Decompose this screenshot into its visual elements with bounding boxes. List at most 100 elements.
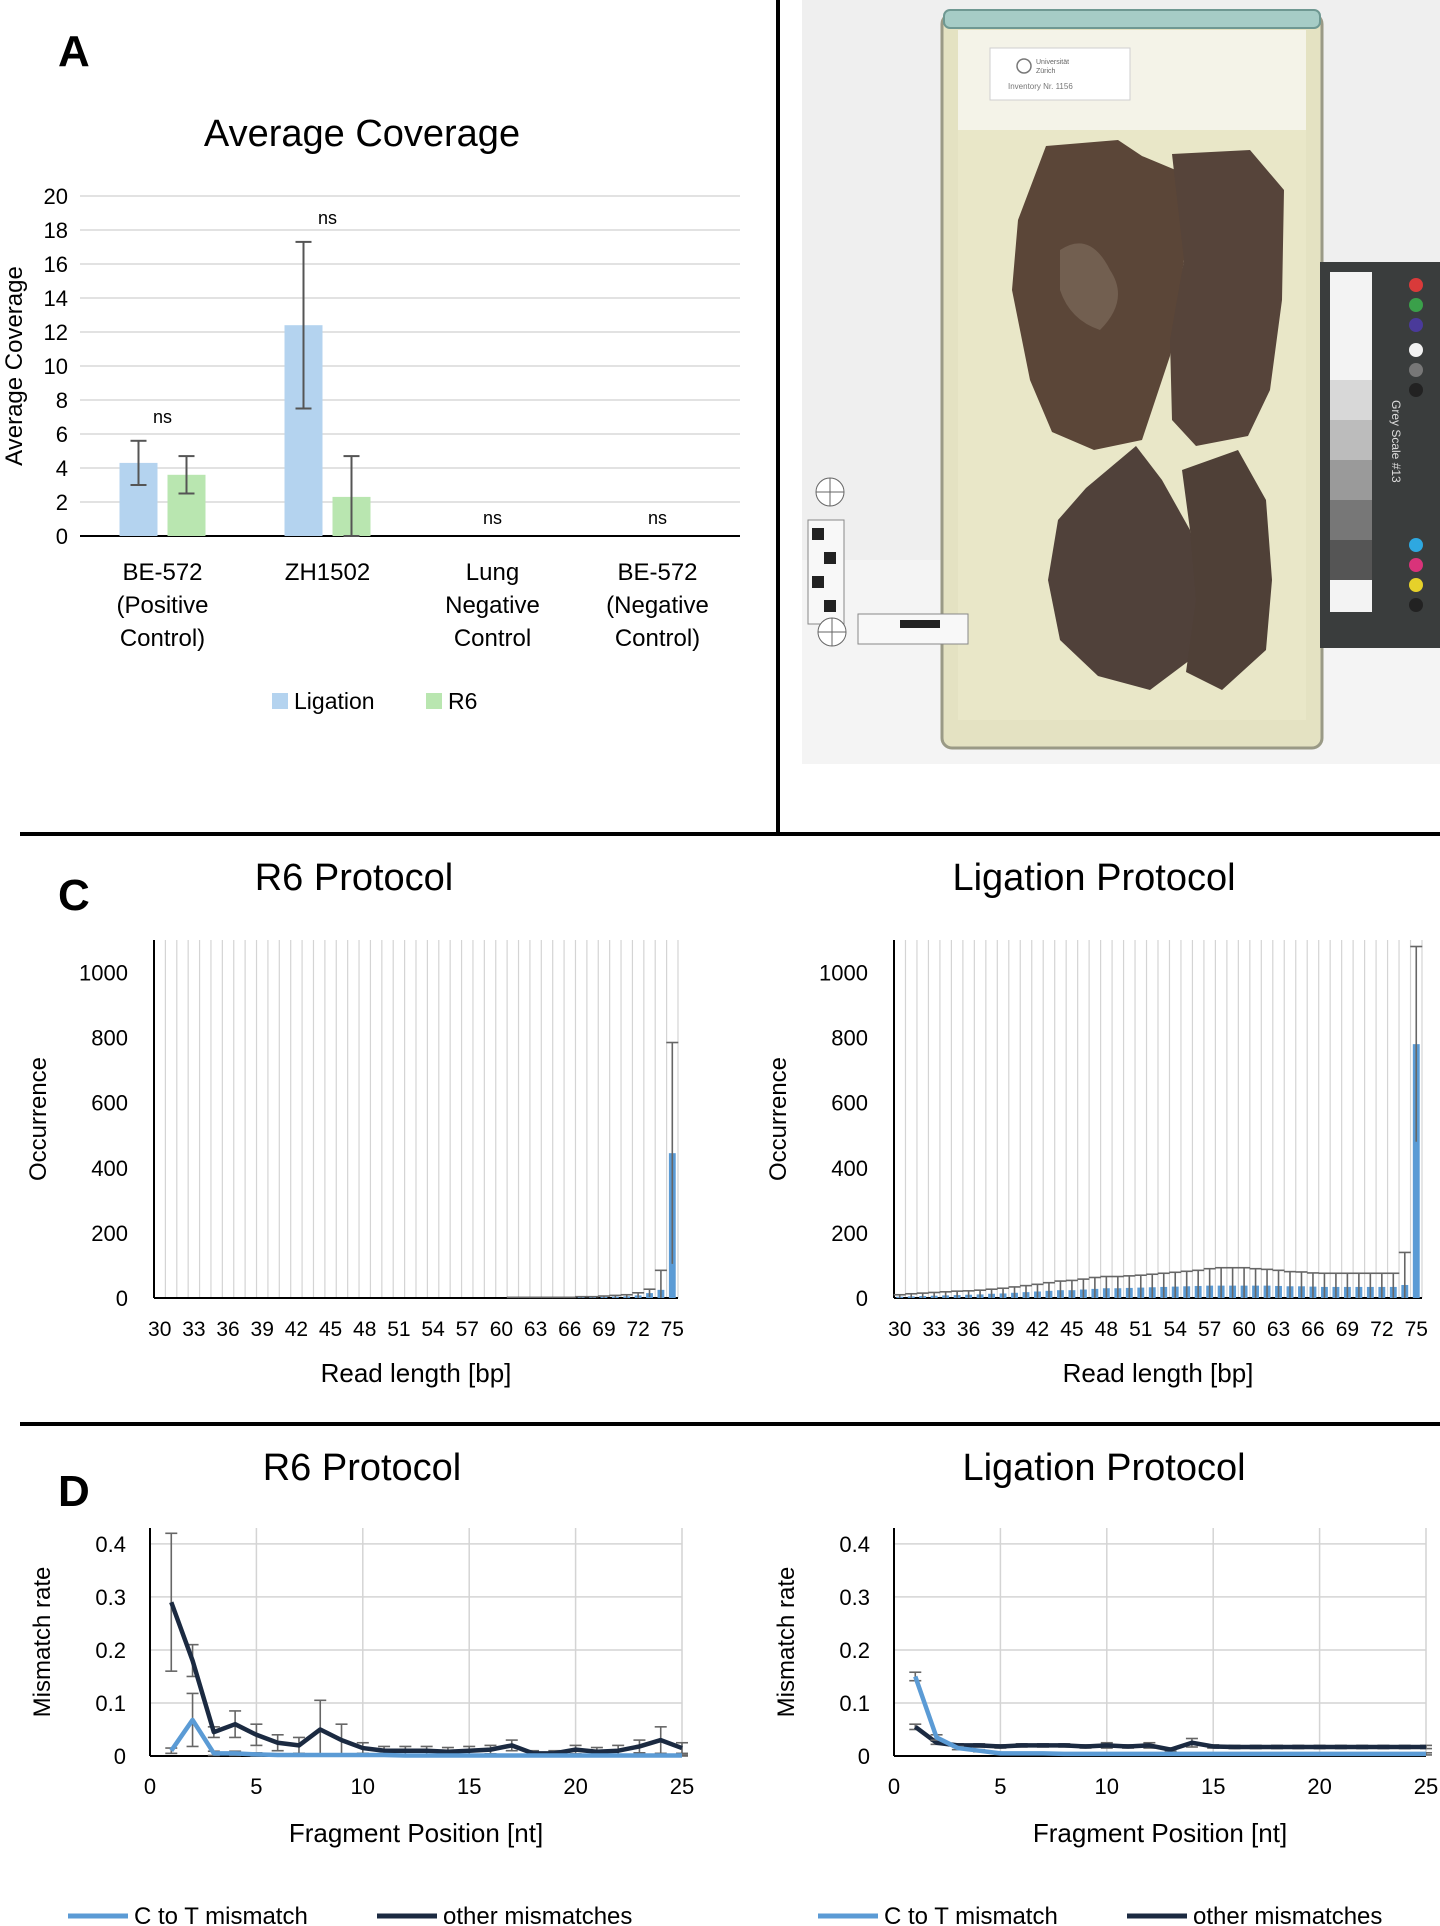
y-tick-label: 0.4 (95, 1532, 126, 1557)
y-tick-label: 0 (856, 1286, 868, 1311)
x-tick-label: 0 (144, 1774, 156, 1799)
y-tick-label: 4 (56, 456, 68, 481)
legend-label: other mismatches (1193, 1903, 1382, 1926)
y-tick-label: 0.1 (95, 1691, 126, 1716)
y-axis-label: Occurrence (25, 1057, 52, 1181)
greyscale-label: Grey Scale #13 (1389, 400, 1403, 483)
x-tick-label: 54 (421, 1318, 445, 1341)
x-tick-label: 60 (490, 1318, 513, 1341)
x-tick-label: 10 (1095, 1774, 1119, 1799)
y-tick-label: 800 (91, 1026, 128, 1051)
x-tick-label: 69 (1336, 1318, 1359, 1341)
y-tick-label: 10 (44, 354, 68, 379)
greyscale-step-2 (1330, 420, 1372, 460)
scale-bar-mark-3 (812, 576, 824, 588)
x-category-label: Lung (466, 559, 519, 586)
x-tick-label: 33 (182, 1318, 205, 1341)
x-tick-label: 57 (456, 1318, 479, 1341)
jar-label-line-2: Zürich (1036, 68, 1056, 75)
x-tick-label: 15 (1201, 1774, 1225, 1799)
x-tick-label: 36 (957, 1318, 980, 1341)
x-tick-label: 54 (1164, 1318, 1188, 1341)
y-tick-label: 6 (56, 422, 68, 447)
y-tick-label: 800 (831, 1026, 868, 1051)
x-tick-label: 48 (353, 1318, 376, 1341)
y-tick-label: 200 (831, 1221, 868, 1246)
y-tick-label: 0 (116, 1286, 128, 1311)
swatch-yellow (1409, 578, 1423, 592)
x-tick-label: 10 (351, 1774, 375, 1799)
x-axis-label: Fragment Position [nt] (289, 1818, 543, 1848)
y-axis-label: Mismatch rate (29, 1567, 56, 1718)
x-axis-label: Read length [bp] (1063, 1358, 1254, 1388)
legend-label: C to T mismatch (884, 1903, 1058, 1926)
y-tick-label: 400 (831, 1156, 868, 1181)
x-tick-label: 63 (524, 1318, 547, 1341)
swatch-key (1409, 598, 1423, 612)
legend-label: R6 (448, 688, 477, 714)
swatch-blue (1409, 318, 1423, 332)
specimen-photo: Universität Zürich Inventory Nr. 1156 Gr… (802, 0, 1440, 764)
swatch-cyan (1409, 538, 1423, 552)
y-tick-label: 20 (44, 184, 68, 209)
tissue-highlight (1060, 243, 1118, 330)
x-tick-label: 5 (250, 1774, 262, 1799)
panel-label-d: D (58, 1467, 90, 1516)
greyscale-step-4 (1330, 500, 1372, 540)
legend-swatch (426, 693, 442, 709)
y-tick-label: 400 (91, 1156, 128, 1181)
x-tick-label: 30 (148, 1318, 171, 1341)
x-tick-label: 48 (1095, 1318, 1118, 1341)
panel-label-c: C (58, 871, 90, 920)
scale-bar-mark-2 (824, 552, 836, 564)
x-tick-label: 5 (994, 1774, 1006, 1799)
chart-title: R6 Protocol (255, 857, 454, 899)
legend-swatch (272, 693, 288, 709)
x-tick-label: 25 (1414, 1774, 1438, 1799)
y-tick-label: 0.4 (839, 1532, 870, 1557)
significance-label: ns (318, 208, 337, 228)
chart-read-length-ligation: Ligation Protocol 0 200 400 600 800 1000 Occurr… (765, 857, 1428, 1388)
jar-label (989, 47, 1131, 101)
chart-title: R6 Protocol (263, 1447, 462, 1489)
y-tick-label: 12 (44, 320, 68, 345)
x-tick-label: 69 (592, 1318, 615, 1341)
x-tick-label: 39 (991, 1318, 1014, 1341)
y-tick-label: 0.3 (839, 1585, 870, 1610)
scale-bar-horizontal-mark (900, 620, 940, 628)
series-line-other (169, 1601, 683, 1756)
x-tick-label: 25 (670, 1774, 694, 1799)
y-axis-label: Mismatch rate (773, 1567, 800, 1718)
swatch-black (1409, 383, 1423, 397)
x-tick-label: 20 (563, 1774, 587, 1799)
x-category-label: BE-572 (617, 559, 697, 586)
chart-title: Average Coverage (204, 113, 520, 155)
chart-read-length-r6: R6 Protocol 0 200 400 600 800 1000 Occurrence 30… (25, 857, 684, 1388)
x-tick-label: 30 (888, 1318, 911, 1341)
tissue-piece-2 (1170, 150, 1284, 446)
x-category-label: (Negative (606, 592, 709, 619)
y-tick-label: 16 (44, 252, 68, 277)
y-axis-label: Occurrence (765, 1057, 792, 1181)
y-tick-label: 200 (91, 1221, 128, 1246)
y-tick-label: 18 (44, 218, 68, 243)
swatch-magenta (1409, 558, 1423, 572)
x-tick-label: 75 (1405, 1318, 1428, 1341)
y-tick-label: 0.2 (839, 1638, 870, 1663)
x-tick-label: 20 (1307, 1774, 1331, 1799)
x-tick-label: 45 (319, 1318, 342, 1341)
y-tick-label: 14 (44, 286, 68, 311)
x-tick-label: 15 (457, 1774, 481, 1799)
x-axis-label: Read length [bp] (321, 1358, 512, 1388)
chart-average-coverage: Average Coverage 0 2 4 6 8 10 12 14 16 18 20 Average… (1, 113, 740, 714)
x-category-label: ZH1502 (285, 559, 370, 586)
tissue-piece-4 (1182, 450, 1272, 690)
chart-title: Ligation Protocol (962, 1447, 1245, 1489)
y-tick-label: 0 (114, 1744, 126, 1769)
swatch-white (1409, 343, 1423, 357)
y-axis-label: Average Coverage (1, 266, 28, 466)
series-line-c-to-t (169, 1717, 682, 1758)
x-axis-label: Fragment Position [nt] (1033, 1818, 1287, 1848)
x-tick-label: 75 (661, 1318, 684, 1341)
x-tick-label: 33 (922, 1318, 945, 1341)
